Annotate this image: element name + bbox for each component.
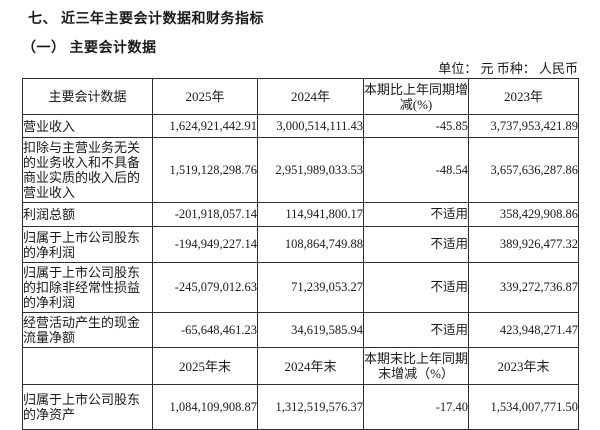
column-header-end-change: 本期末比上年同期末增减（%） <box>363 347 469 385</box>
value-cell: 1,312,519,576.37 <box>257 384 364 430</box>
column-header-2024: 2024年 <box>257 78 364 115</box>
table-header-row-period-end: 2025年末 2024年末 本期末比上年同期末增减（%） 2023年末 <box>22 347 579 385</box>
value-cell: -45.85 <box>363 114 469 138</box>
row-label: 经营活动产生的现金流量净额 <box>22 312 153 348</box>
value-cell: 3,737,953,421.89 <box>468 114 579 138</box>
table-row-total-profit: 利润总额 -201,918,057.14 114,941,800.17 不适用 … <box>22 202 579 227</box>
value-cell: 1,519,128,298.76 <box>152 137 258 203</box>
value-cell: -17.40 <box>363 384 469 430</box>
value-cell: 2,951,989,033.53 <box>257 137 364 203</box>
row-label: 归属于上市公司股东的扣除非经常性损益的净利润 <box>22 262 153 313</box>
value-cell: 1,624,921,442.91 <box>152 114 258 138</box>
table-row-operating-cash-flow: 经营活动产生的现金流量净额 -65,648,461.23 34,619,585.… <box>22 312 579 348</box>
value-cell: 423,948,271.47 <box>468 312 579 348</box>
value-cell: 108,864,749.88 <box>257 226 364 263</box>
column-header-change: 本期比上年同期增减(%) <box>363 78 469 115</box>
row-label: 利润总额 <box>22 202 153 227</box>
value-cell: -194,949,227.14 <box>152 226 258 263</box>
table-row-net-assets: 归属于上市公司股东的净资产 1,084,109,908.87 1,312,519… <box>22 384 579 430</box>
value-cell: -201,918,057.14 <box>152 202 258 227</box>
section-title: 七、 近三年主要会计数据和财务指标 <box>28 12 264 27</box>
value-cell: -245,079,012.63 <box>152 262 258 313</box>
column-header-blank <box>22 347 153 385</box>
value-cell: 1,084,109,908.87 <box>152 384 258 430</box>
table-row-net-profit-excl-nonrecurring: 归属于上市公司股东的扣除非经常性损益的净利润 -245,079,012.63 7… <box>22 262 579 313</box>
value-cell: 389,926,477.32 <box>468 226 579 263</box>
value-cell: 不适用 <box>363 262 469 313</box>
table-row-net-profit: 归属于上市公司股东的净利润 -194,949,227.14 108,864,74… <box>22 226 579 263</box>
column-header-2023-end: 2023年末 <box>468 347 579 385</box>
table-row-adjusted-revenue: 扣除与主营业务无关的业务收入和不具备商业实质的收入后的营业收入 1,519,12… <box>22 137 579 203</box>
value-cell: 34,619,585.94 <box>257 312 364 348</box>
value-cell: -48.54 <box>363 137 469 203</box>
column-header-2025: 2025年 <box>152 78 258 115</box>
value-cell: 不适用 <box>363 202 469 227</box>
value-cell: 358,429,908.86 <box>468 202 579 227</box>
table-row-revenue: 营业收入 1,624,921,442.91 3,000,514,111.43 -… <box>22 114 579 138</box>
unit-currency-note: 单位： 元 币种： 人民币 <box>438 61 578 76</box>
column-header-2024-end: 2024年末 <box>257 347 364 385</box>
column-header-2025-end: 2025年末 <box>152 347 258 385</box>
value-cell: 71,239,053.27 <box>257 262 364 313</box>
column-header-metric: 主要会计数据 <box>22 78 153 115</box>
row-label: 归属于上市公司股东的净利润 <box>22 226 153 263</box>
value-cell: 339,272,736.87 <box>468 262 579 313</box>
value-cell: 1,534,007,771.50 <box>468 384 579 430</box>
value-cell: -65,648,461.23 <box>152 312 258 348</box>
value-cell: 不适用 <box>363 226 469 263</box>
column-header-2023: 2023年 <box>468 78 579 115</box>
row-label: 营业收入 <box>22 114 153 138</box>
row-label: 扣除与主营业务无关的业务收入和不具备商业实质的收入后的营业收入 <box>22 137 153 203</box>
value-cell: 3,000,514,111.43 <box>257 114 364 138</box>
value-cell: 3,657,636,287.86 <box>468 137 579 203</box>
table-header-row: 主要会计数据 2025年 2024年 本期比上年同期增减(%) 2023年 <box>22 78 579 115</box>
subsection-title: （一） 主要会计数据 <box>22 41 157 56</box>
value-cell: 114,941,800.17 <box>257 202 364 227</box>
value-cell: 不适用 <box>363 312 469 348</box>
row-label: 归属于上市公司股东的净资产 <box>22 384 153 430</box>
key-accounting-data-table: 主要会计数据 2025年 2024年 本期比上年同期增减(%) 2023年 营业… <box>22 78 579 430</box>
